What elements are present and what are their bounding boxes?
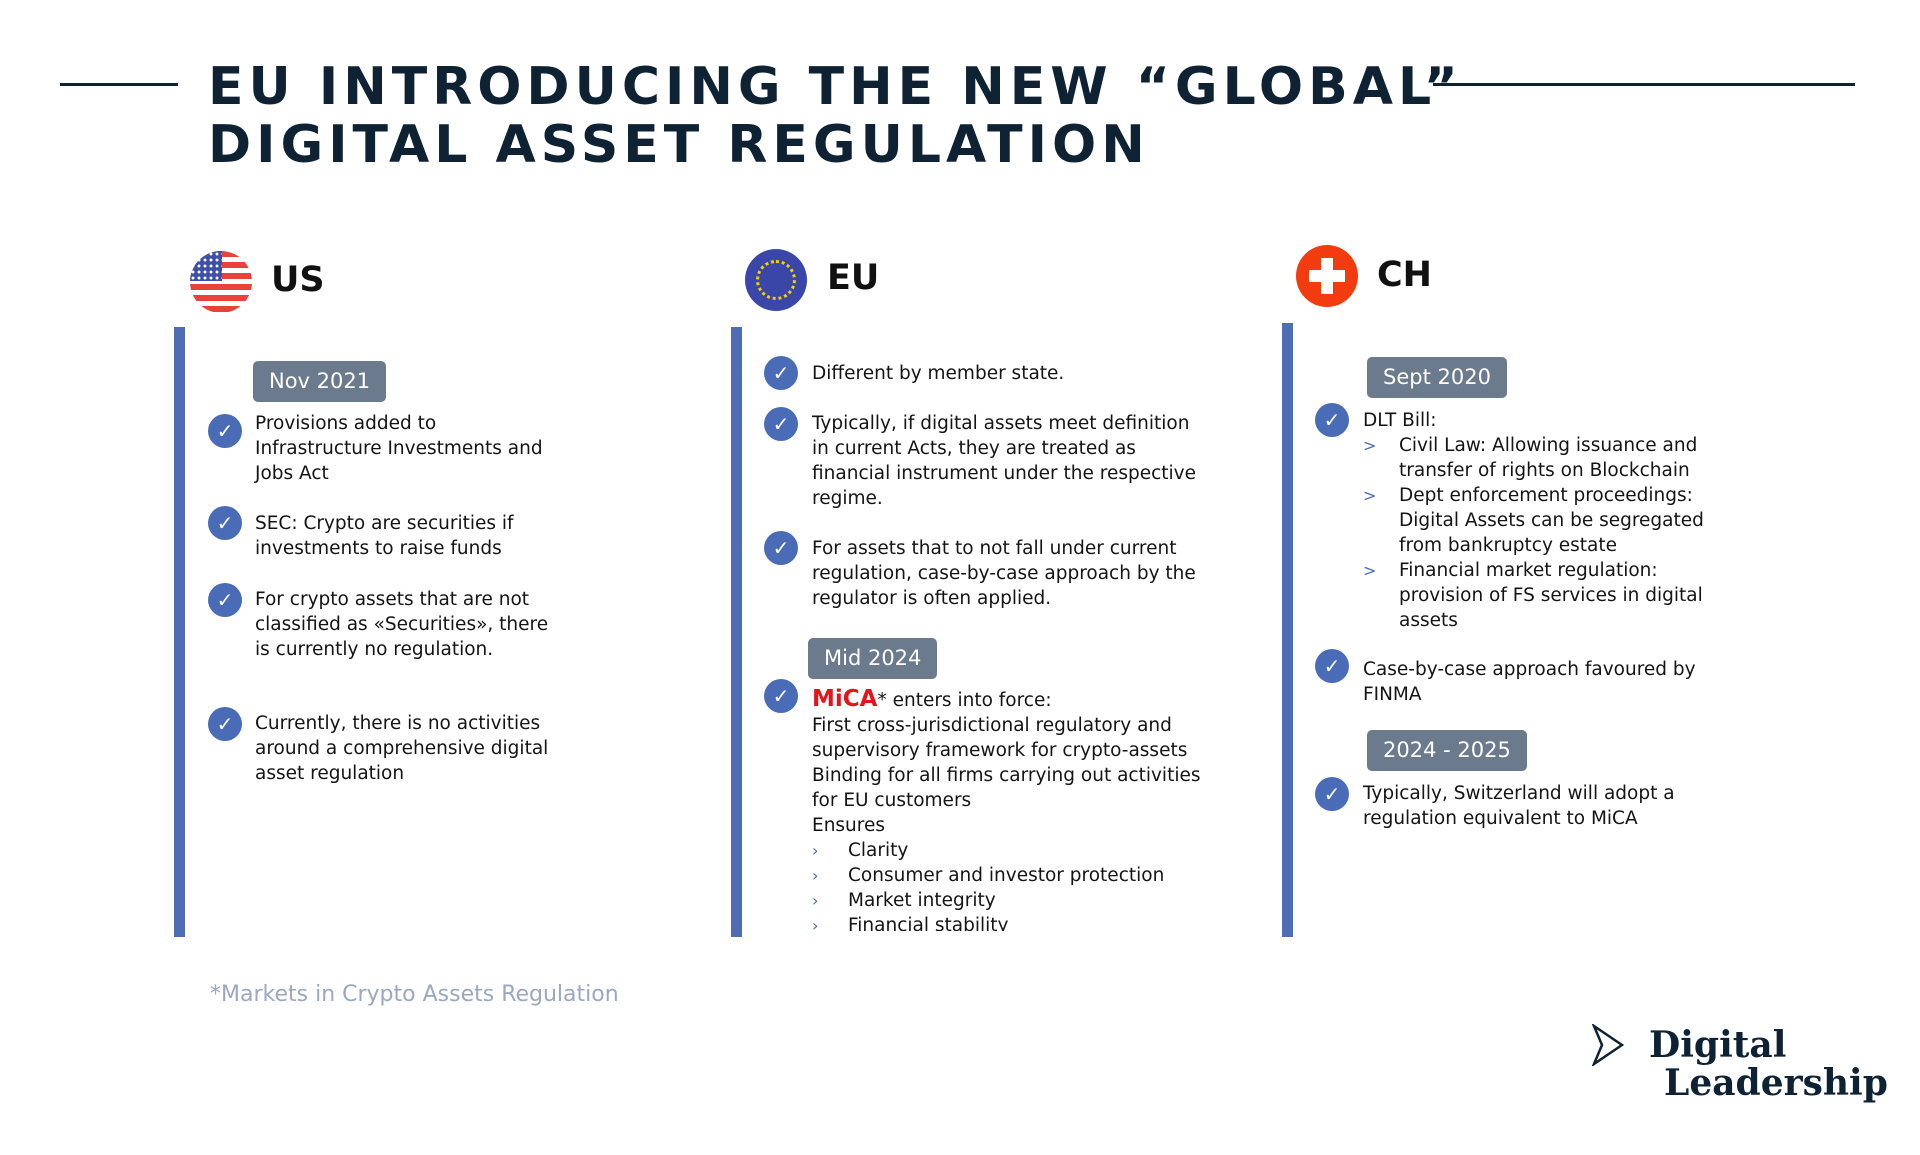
footnote: *Markets in Crypto Assets Regulation xyxy=(210,982,619,1007)
check-icon: ✓ xyxy=(1315,649,1349,683)
us-item: Currently, there is no activities around… xyxy=(255,713,549,784)
dlt-sub: > Dept enforcement proceedings: Digital A… xyxy=(1363,485,1704,556)
check-icon: ✓ xyxy=(764,679,798,713)
us-item: Provisions added to Infrastructure Inves… xyxy=(255,413,543,484)
mica-rest: * enters into force: xyxy=(877,690,1052,711)
mica-line: First cross-jurisdictional regulatory an… xyxy=(812,715,1188,761)
ch-date-badge-1: Sept 2020 xyxy=(1367,357,1507,398)
ch-item: Typically, Switzerland will adopt a regu… xyxy=(1363,783,1675,829)
swiss-flag-icon xyxy=(1296,245,1358,307)
eu-flag-icon xyxy=(745,249,807,311)
chevron-right-icon: › xyxy=(812,866,819,885)
ensures-item: › Consumer and investor protection xyxy=(812,865,1165,886)
ch-item: Case-by-case approach favoured by FINMA xyxy=(1363,659,1696,705)
check-icon: ✓ xyxy=(208,707,242,741)
ch-timeline-bar xyxy=(1282,323,1293,937)
ch-dlt-item: DLT Bill: > Civil Law: Allowing issuance … xyxy=(1363,408,1743,633)
check-icon: ✓ xyxy=(764,356,798,390)
chevron-right-icon: › xyxy=(812,891,819,910)
us-item: SEC: Crypto are securities if investment… xyxy=(255,513,514,559)
check-icon: ✓ xyxy=(764,407,798,441)
dlt-sub: > Civil Law: Allowing issuance and transf… xyxy=(1363,435,1698,481)
eu-mica-item: MiCA* enters into force: First cross-jur… xyxy=(812,686,1222,932)
eu-item: Typically, if digital assets meet defini… xyxy=(812,413,1197,509)
title-line-1: EU INTRODUCING THE NEW “GLOBAL” xyxy=(208,57,1463,117)
us-timeline-bar xyxy=(174,327,185,937)
check-icon: ✓ xyxy=(1315,777,1349,811)
title-rule-left xyxy=(60,83,178,86)
chevron-right-icon: > xyxy=(1363,436,1377,455)
mica-line: Binding for all firms carrying out activ… xyxy=(812,765,1201,811)
logo-line-2: Leadership xyxy=(1664,1062,1888,1104)
us-flag-icon xyxy=(190,251,252,313)
page-title: EU INTRODUCING THE NEW “GLOBAL” DIGITAL … xyxy=(208,58,1463,174)
dlt-sub: > Financial market regulation: provision … xyxy=(1363,560,1703,631)
eu-timeline-bar xyxy=(731,327,742,937)
title-rule-right xyxy=(1433,83,1855,86)
eu-item: For assets that to not fall under curren… xyxy=(812,538,1196,609)
eu-date-badge: Mid 2024 xyxy=(808,638,938,679)
chevron-right-icon: > xyxy=(1363,561,1377,580)
eu-item: Different by member state. xyxy=(812,363,1065,384)
chevron-right-icon: > xyxy=(1363,486,1377,505)
check-icon: ✓ xyxy=(764,531,798,565)
ch-heading: CH xyxy=(1377,255,1432,295)
us-item: For crypto assets that are not classifie… xyxy=(255,589,549,660)
dlt-label: DLT Bill: xyxy=(1363,410,1437,431)
chevron-right-icon: › xyxy=(812,841,819,860)
logo-line-1: Digital xyxy=(1649,1024,1787,1066)
title-line-2: DIGITAL ASSET REGULATION xyxy=(208,115,1150,175)
check-icon: ✓ xyxy=(208,414,242,448)
check-icon: ✓ xyxy=(208,506,242,540)
ch-date-badge-2: 2024 - 2025 xyxy=(1367,730,1527,771)
ensures-item: › Financial stability xyxy=(812,915,1009,931)
mica-line: Ensures xyxy=(812,815,885,836)
us-heading: US xyxy=(271,260,325,300)
check-icon: ✓ xyxy=(1315,403,1349,437)
ensures-item: › Market integrity xyxy=(812,890,996,911)
check-icon: ✓ xyxy=(208,583,242,617)
chevron-right-icon: › xyxy=(812,916,819,931)
mica-label: MiCA xyxy=(812,686,878,712)
eu-heading: EU xyxy=(827,258,880,298)
us-date-badge: Nov 2021 xyxy=(253,361,387,402)
ensures-item: › Clarity xyxy=(812,840,909,861)
logo-arrow-icon xyxy=(1592,1024,1624,1066)
